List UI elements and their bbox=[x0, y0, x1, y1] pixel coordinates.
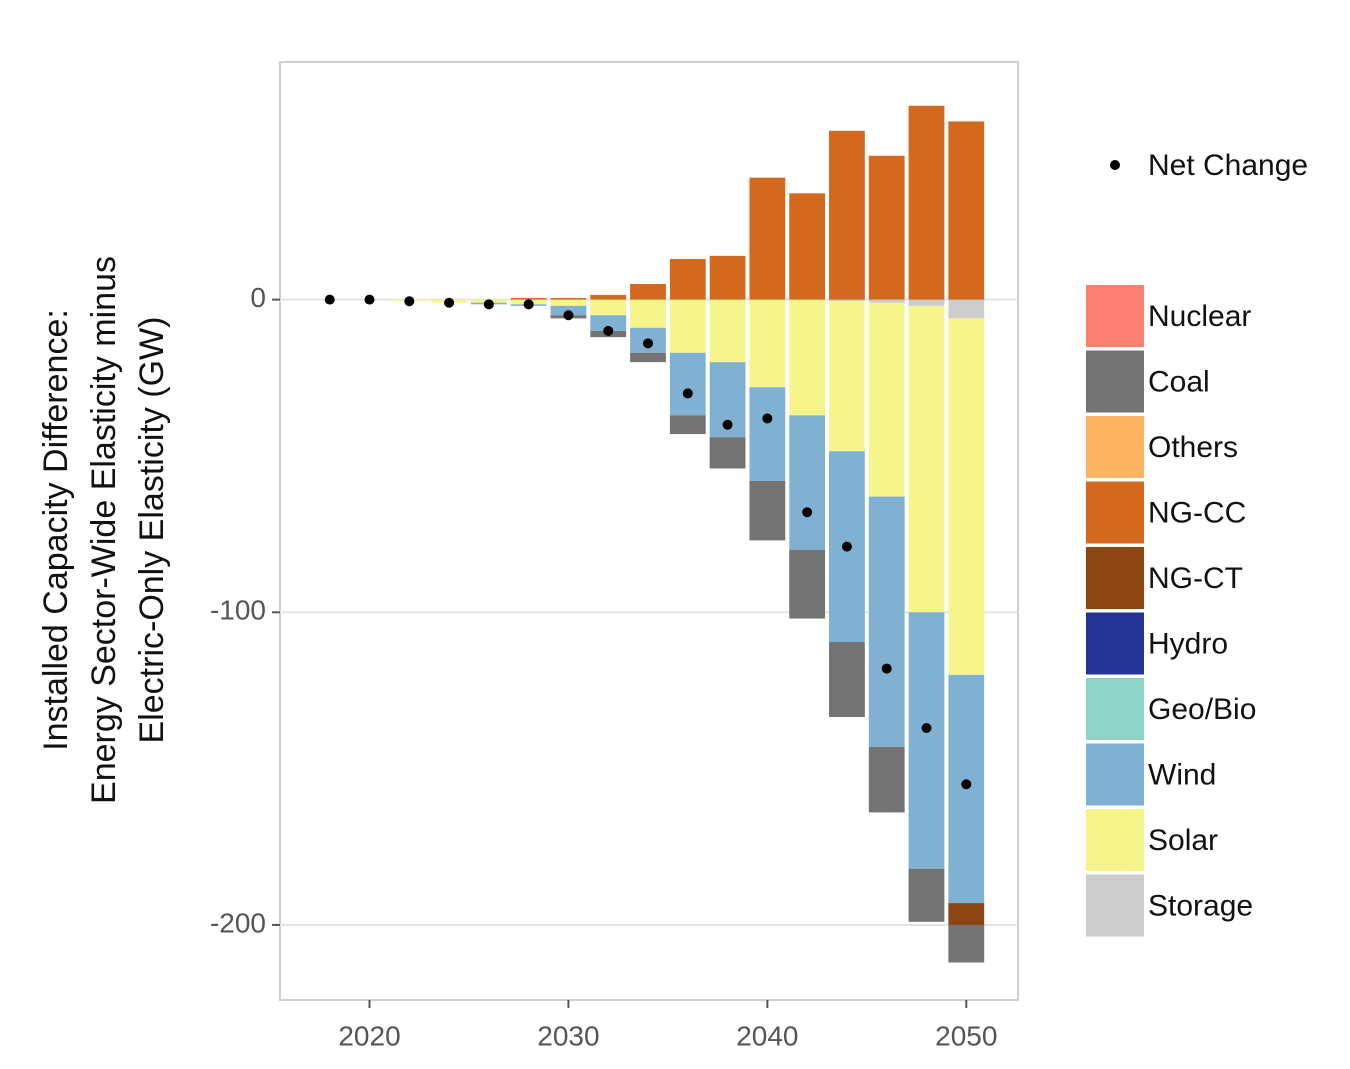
bar-segment bbox=[829, 641, 865, 718]
bar-segment bbox=[749, 177, 786, 300]
net-dot bbox=[404, 296, 415, 307]
net-dot bbox=[324, 294, 335, 305]
legend-dot bbox=[1110, 160, 1120, 170]
bar-segment bbox=[709, 255, 746, 300]
bar-segment bbox=[908, 299, 945, 306]
legend-key bbox=[1086, 874, 1144, 937]
bar-segment bbox=[789, 415, 826, 550]
net-dot bbox=[682, 388, 693, 399]
legend-label: Coal bbox=[1148, 365, 1210, 398]
bar-segment bbox=[868, 746, 905, 813]
bar-segment bbox=[510, 298, 547, 300]
bar-segment bbox=[709, 437, 746, 469]
bar-segment bbox=[948, 318, 985, 675]
legend-label: Hydro bbox=[1148, 627, 1228, 660]
bar-segment bbox=[829, 299, 865, 302]
bar-segment bbox=[948, 299, 985, 319]
x-tick-label: 2040 bbox=[736, 1020, 798, 1051]
net-dot bbox=[483, 299, 494, 310]
bar-segment bbox=[749, 480, 786, 541]
bar-segment bbox=[908, 105, 945, 300]
bar-segment bbox=[789, 299, 826, 416]
y-axis-label: Installed Capacity Difference: bbox=[37, 309, 75, 751]
bar-segment bbox=[749, 299, 786, 388]
y-tick-label: -100 bbox=[210, 595, 266, 626]
bar-segment bbox=[709, 299, 746, 363]
legend-label: Geo/Bio bbox=[1148, 693, 1256, 726]
legend-key bbox=[1086, 481, 1144, 544]
x-tick-label: 2020 bbox=[338, 1020, 400, 1051]
bar-segment bbox=[908, 868, 945, 922]
bar-segment bbox=[550, 298, 587, 300]
net-dot bbox=[961, 779, 972, 790]
y-axis-label: Electric-Only Elasticity (GW) bbox=[133, 317, 171, 744]
legend-label: Wind bbox=[1148, 758, 1216, 791]
bar-segment bbox=[550, 299, 587, 306]
net-dot bbox=[921, 722, 932, 733]
legend-label: Nuclear bbox=[1148, 300, 1251, 333]
net-dot bbox=[364, 294, 375, 305]
legend-key bbox=[1086, 285, 1144, 347]
bar-segment bbox=[749, 387, 786, 481]
legend-label: Storage bbox=[1148, 889, 1253, 922]
legend-key bbox=[1086, 809, 1144, 871]
legend-key bbox=[1086, 743, 1144, 806]
legend-key bbox=[1086, 678, 1144, 740]
y-tick-label: -200 bbox=[210, 907, 266, 938]
legend-key bbox=[1086, 612, 1144, 675]
legend-key bbox=[1086, 416, 1144, 478]
y-axis-label: Energy Sector-Wide Elasticity minus bbox=[85, 256, 123, 804]
bar-segment bbox=[948, 924, 985, 963]
net-dot bbox=[762, 413, 773, 424]
bar-segment bbox=[669, 299, 706, 353]
bar-segment bbox=[829, 301, 865, 452]
bar-segment bbox=[908, 612, 945, 869]
bar-segment bbox=[590, 294, 627, 300]
net-dot bbox=[881, 663, 892, 674]
bar-segment bbox=[868, 299, 905, 303]
legend-label: NG-CC bbox=[1148, 496, 1246, 529]
legend-key bbox=[1086, 350, 1144, 413]
bar-segment bbox=[590, 299, 627, 316]
bar-segment bbox=[868, 496, 905, 747]
bar-segment bbox=[590, 315, 627, 331]
legend-key bbox=[1086, 547, 1144, 609]
bar-segment bbox=[669, 415, 706, 435]
x-tick-label: 2030 bbox=[537, 1020, 599, 1051]
net-dot bbox=[643, 338, 654, 349]
bar-segment bbox=[789, 549, 826, 619]
legend-label: Others bbox=[1148, 431, 1238, 464]
legend-label: NG-CT bbox=[1148, 562, 1243, 595]
bar-segment bbox=[669, 352, 706, 416]
legend-label: Net Change bbox=[1148, 149, 1308, 182]
panel bbox=[279, 61, 1019, 1001]
net-dot bbox=[603, 325, 614, 336]
x-tick-label: 2050 bbox=[935, 1020, 997, 1051]
net-dot bbox=[722, 419, 733, 430]
net-dot bbox=[563, 310, 574, 321]
bar-segment bbox=[829, 130, 865, 300]
bar-segment bbox=[948, 121, 985, 300]
bar-segment bbox=[868, 155, 905, 300]
bar-segment bbox=[630, 352, 666, 363]
net-dot bbox=[841, 541, 852, 552]
net-dot bbox=[802, 507, 813, 518]
y-tick-label: 0 bbox=[250, 282, 266, 313]
net-dot bbox=[523, 299, 534, 310]
bar-segment bbox=[630, 283, 666, 300]
bar-segment bbox=[868, 302, 905, 497]
bar-segment bbox=[948, 903, 985, 925]
bar-segment bbox=[669, 258, 706, 300]
bar-segment bbox=[630, 299, 666, 328]
net-dot bbox=[444, 297, 455, 308]
bar-segment bbox=[789, 193, 826, 300]
legend-label: Solar bbox=[1148, 824, 1218, 857]
bar-segment bbox=[908, 305, 945, 613]
